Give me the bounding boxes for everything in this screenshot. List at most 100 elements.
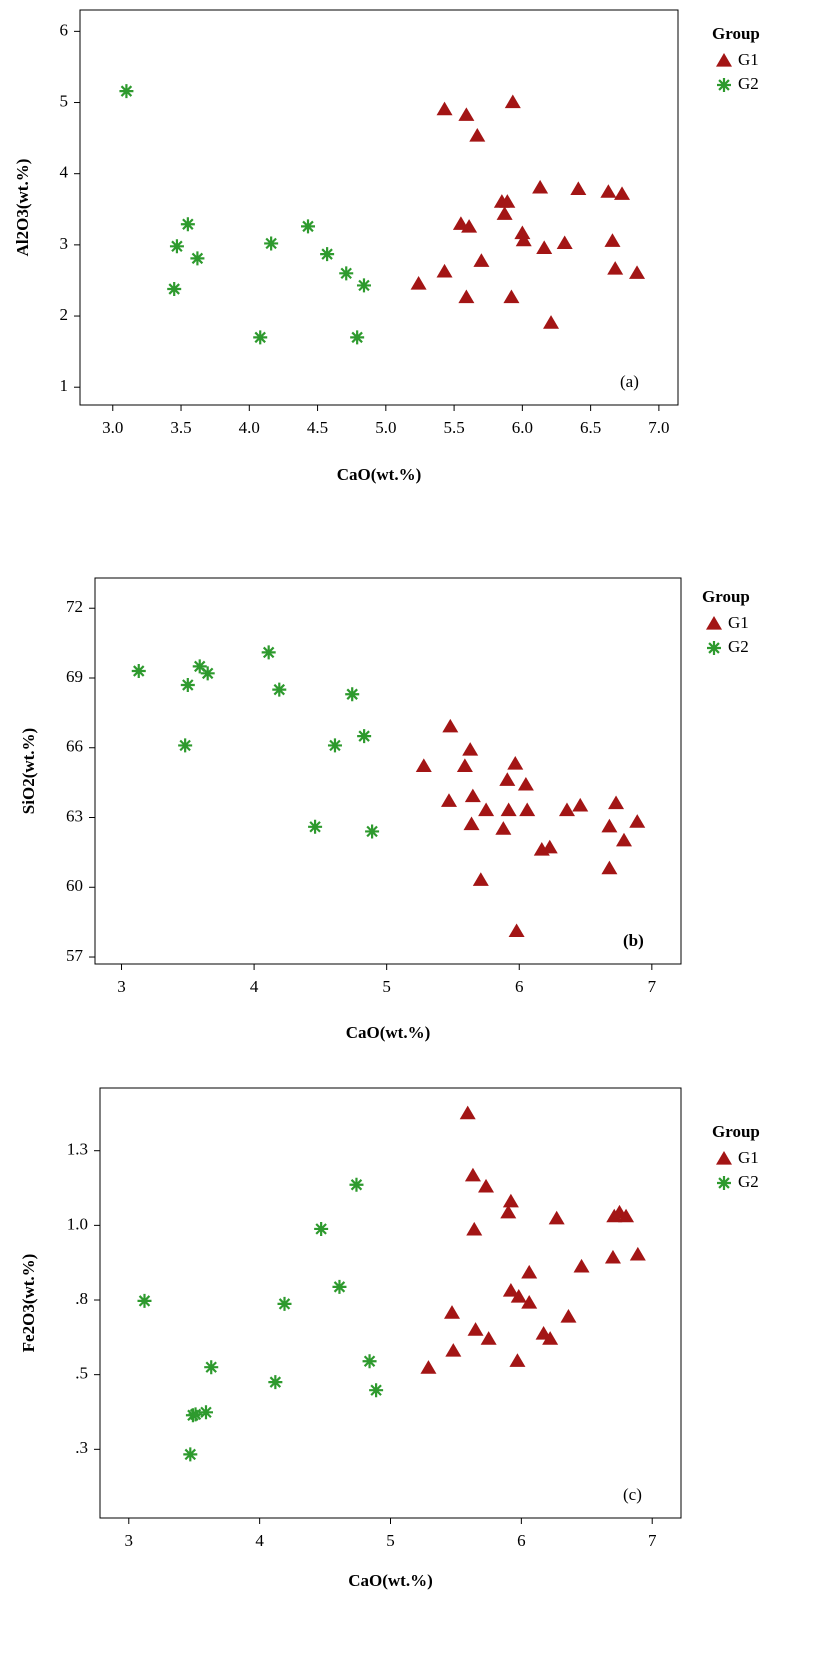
legend-title: Group xyxy=(712,1122,760,1141)
star-marker xyxy=(183,1447,198,1462)
y-tick-label: .5 xyxy=(75,1364,88,1383)
x-tick-label: 5.5 xyxy=(443,418,464,437)
star-marker xyxy=(167,281,182,296)
triangle-marker xyxy=(509,1353,526,1367)
x-tick-label: 6.0 xyxy=(512,418,533,437)
triangle-marker xyxy=(480,1331,497,1345)
annotation: (b) xyxy=(623,931,644,950)
legend-title: Group xyxy=(712,24,760,43)
x-tick-label: 7 xyxy=(648,977,657,996)
plot-frame xyxy=(94,577,682,965)
star-marker xyxy=(188,1407,203,1422)
star-marker xyxy=(717,78,731,92)
legend-entry: G2 xyxy=(717,1172,759,1191)
triangle-marker xyxy=(478,1178,495,1193)
star-marker xyxy=(204,1360,219,1375)
x-tick-label: 4 xyxy=(250,977,259,996)
triangle-marker xyxy=(608,795,625,810)
y-tick-label: 2 xyxy=(60,305,69,324)
star-marker xyxy=(314,1221,329,1236)
x-axis-label: CaO(wt.%) xyxy=(346,1023,431,1042)
y-tick-label: 1.3 xyxy=(67,1140,88,1159)
star-marker xyxy=(180,217,195,232)
triangle-marker xyxy=(542,1331,559,1345)
x-axis-label: CaO(wt.%) xyxy=(348,1571,433,1590)
star-marker xyxy=(180,677,195,692)
triangle-marker xyxy=(478,802,495,817)
scatter-chart: 3.0 3.5 4.0 4.5 5.0 5.5 6.0 6.5 7.0 1 2 3 4 5 6 CaO(wt.… xyxy=(13,9,760,484)
star-marker xyxy=(356,278,371,293)
triangle-marker xyxy=(499,772,516,786)
star-marker xyxy=(362,1354,377,1369)
star-marker xyxy=(345,687,360,702)
triangle-marker xyxy=(614,186,631,200)
triangle-marker xyxy=(503,289,520,304)
triangle-marker xyxy=(495,821,512,835)
x-tick-label: 3.0 xyxy=(102,418,123,437)
triangle-marker xyxy=(458,107,475,121)
y-tick-label: .3 xyxy=(75,1438,88,1457)
x-tick-label: 4.5 xyxy=(307,418,328,437)
y-tick-label: 6 xyxy=(60,20,69,39)
triangle-marker xyxy=(464,1167,481,1182)
triangle-marker xyxy=(500,1204,517,1219)
star-marker xyxy=(350,330,365,345)
triangle-marker xyxy=(442,718,459,733)
y-tick-label: 57 xyxy=(66,946,84,965)
x-tick-label: 5 xyxy=(386,1531,395,1550)
x-tick-label: 6 xyxy=(515,977,524,996)
star-marker xyxy=(192,659,207,674)
triangle-marker xyxy=(570,181,587,195)
triangle-marker xyxy=(706,616,722,630)
star-marker xyxy=(349,1177,364,1192)
y-tick-label: .8 xyxy=(75,1289,88,1308)
x-tick-label: 7.0 xyxy=(648,418,669,437)
triangle-marker xyxy=(500,802,517,817)
triangle-marker xyxy=(629,265,646,279)
triangle-marker xyxy=(601,818,618,833)
star-marker xyxy=(169,239,184,254)
triangle-marker xyxy=(510,1289,527,1303)
triangle-marker xyxy=(496,206,513,220)
y-axis-label: Al2O3(wt.%) xyxy=(13,159,32,257)
triangle-marker xyxy=(600,184,617,198)
triangle-marker xyxy=(507,756,524,770)
star-marker xyxy=(707,641,721,655)
star-marker xyxy=(717,1176,731,1190)
triangle-marker xyxy=(548,1210,565,1225)
x-tick-label: 6 xyxy=(517,1531,526,1550)
triangle-marker xyxy=(410,276,427,290)
star-marker xyxy=(301,219,316,234)
legend-entry: G2 xyxy=(707,637,749,656)
triangle-marker xyxy=(515,232,532,247)
star-marker xyxy=(198,1405,213,1420)
legend-label: G2 xyxy=(738,74,759,93)
legend-label: G1 xyxy=(738,50,759,69)
star-marker xyxy=(131,664,146,679)
legend-entry: G1 xyxy=(716,1148,759,1167)
star-marker xyxy=(200,666,215,681)
star-marker xyxy=(264,236,279,251)
y-tick-label: 66 xyxy=(66,737,83,756)
y-axis-label: SiO2(wt.%) xyxy=(19,728,38,814)
y-tick-label: 69 xyxy=(66,667,83,686)
x-tick-label: 3 xyxy=(117,977,126,996)
x-tick-label: 3.5 xyxy=(170,418,191,437)
annotation: (a) xyxy=(620,372,639,391)
triangle-marker xyxy=(464,788,481,803)
y-axis-label: Fe2O3(wt.%) xyxy=(19,1254,38,1353)
scatter-chart: 3 4 5 6 7 .3 .5 .8 1.0 1.3 CaO(wt.%) Fe2O3(wt.%) (c)… xyxy=(19,1087,760,1590)
scatter-chart: 3 4 5 6 7 57 60 63 66 69 72 CaO(wt.%) SiO2(wt.%) (b) G… xyxy=(19,577,750,1042)
legend-entry: G1 xyxy=(716,50,759,69)
star-marker xyxy=(339,266,354,281)
y-tick-label: 4 xyxy=(60,163,69,182)
triangle-marker xyxy=(504,94,521,109)
triangle-marker xyxy=(536,240,553,255)
legend-label: G2 xyxy=(738,1172,759,1191)
triangle-marker xyxy=(462,742,479,756)
triangle-marker xyxy=(716,53,732,67)
triangle-marker xyxy=(618,1208,635,1223)
triangle-marker xyxy=(615,832,632,847)
triangle-marker xyxy=(445,1343,462,1357)
